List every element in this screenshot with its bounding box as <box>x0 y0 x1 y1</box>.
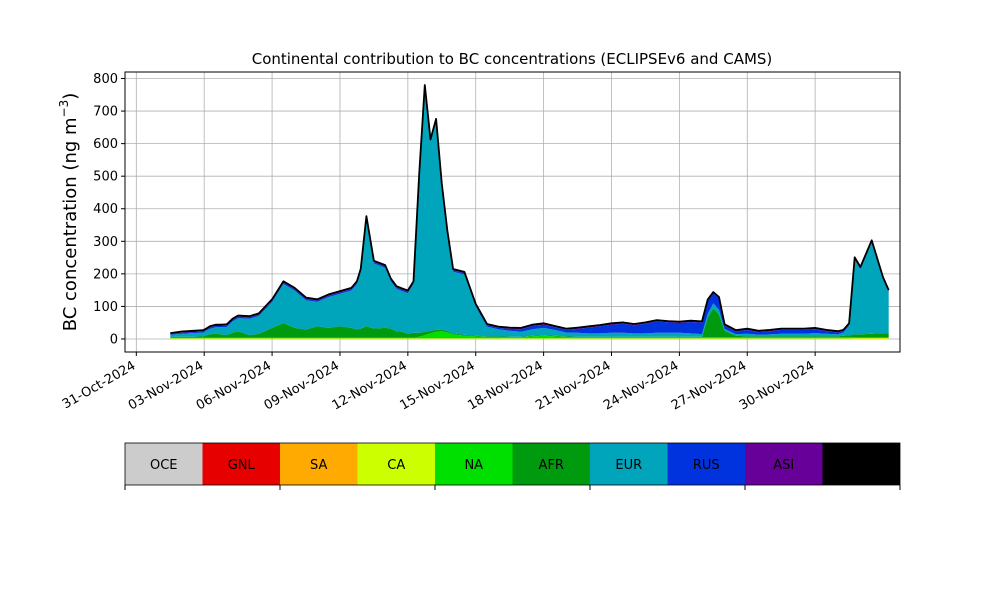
legend-swatch-na <box>435 443 513 485</box>
x-tick-label: 03-Nov-2024 <box>126 358 206 413</box>
legend-label-oce: OCE <box>150 458 178 473</box>
y-tick-label: 200 <box>93 267 118 282</box>
y-tick-label: 800 <box>93 72 118 87</box>
legend-label-na: NA <box>464 458 483 473</box>
x-tick-label: 24-Nov-2024 <box>601 358 681 413</box>
stacked-areas <box>170 85 889 339</box>
y-axis-label-main: BC concentration (ng m <box>60 117 81 331</box>
chart-title: Continental contribution to BC concentra… <box>252 50 773 68</box>
total-line <box>170 84 890 334</box>
legend-swatch-rus <box>667 443 745 485</box>
legend-label-aus: AUS <box>848 458 875 473</box>
legend-swatch-gnl <box>202 443 280 485</box>
y-axis-label-sup: −3 <box>57 100 71 118</box>
x-tick-label: 27-Nov-2024 <box>669 358 749 413</box>
legend: OCE GNL SA CA NA AFR EUR RUS ASI AUS <box>124 442 901 490</box>
plot-frame <box>124 71 901 353</box>
x-tick-label: 09-Nov-2024 <box>262 358 342 413</box>
legend-label-asi: ASI <box>773 458 794 473</box>
x-tick-label: 31-Oct-2024 <box>60 358 138 412</box>
legend-swatch-eur <box>590 443 668 485</box>
y-tick-label: 700 <box>93 105 118 120</box>
y-axis-label-close: ) <box>60 93 81 100</box>
y-tick-label: 0 <box>110 332 118 347</box>
legend-label-rus: RUS <box>693 458 720 473</box>
x-tick-label: 21-Nov-2024 <box>533 358 613 413</box>
x-tick-label: 06-Nov-2024 <box>194 358 274 413</box>
legend-swatch-oce <box>125 443 203 485</box>
y-tick-label: 300 <box>93 235 118 250</box>
area-ca <box>170 338 889 339</box>
area-afr <box>170 308 889 338</box>
legend-swatch-sa <box>280 443 358 485</box>
x-tick-label: 30-Nov-2024 <box>737 358 817 413</box>
x-tick-label: 12-Nov-2024 <box>330 358 410 413</box>
y-tick-label: 500 <box>93 170 118 185</box>
total-concentration-line <box>170 84 890 334</box>
x-axis: 31-Oct-202403-Nov-202406-Nov-202409-Nov-… <box>60 352 817 413</box>
legend-swatch-aus <box>822 443 900 485</box>
legend-label-sa: SA <box>310 458 327 473</box>
y-tick-label: 100 <box>93 300 118 315</box>
legend-label-gnl: GNL <box>228 458 256 473</box>
legend-label-afr: AFR <box>539 458 564 473</box>
grid-lines <box>125 72 900 352</box>
legend-swatch-asi <box>745 443 823 485</box>
y-tick-label: 400 <box>93 202 118 217</box>
y-axis: 0 100 200 300 400 500 600 700 800 <box>93 72 125 347</box>
legend-label-eur: EUR <box>615 458 642 473</box>
x-tick-label: 15-Nov-2024 <box>397 358 477 413</box>
legend-swatch-afr <box>512 443 590 485</box>
legend-label-ca: CA <box>387 458 405 473</box>
y-axis-label: BC concentration (ng m−3) <box>57 93 81 332</box>
y-tick-label: 600 <box>93 137 118 152</box>
legend-frame <box>124 442 901 486</box>
x-tick-label: 18-Nov-2024 <box>465 358 545 413</box>
legend-swatch-ca <box>357 443 435 485</box>
area-eur <box>170 87 889 337</box>
area-na <box>170 331 889 339</box>
